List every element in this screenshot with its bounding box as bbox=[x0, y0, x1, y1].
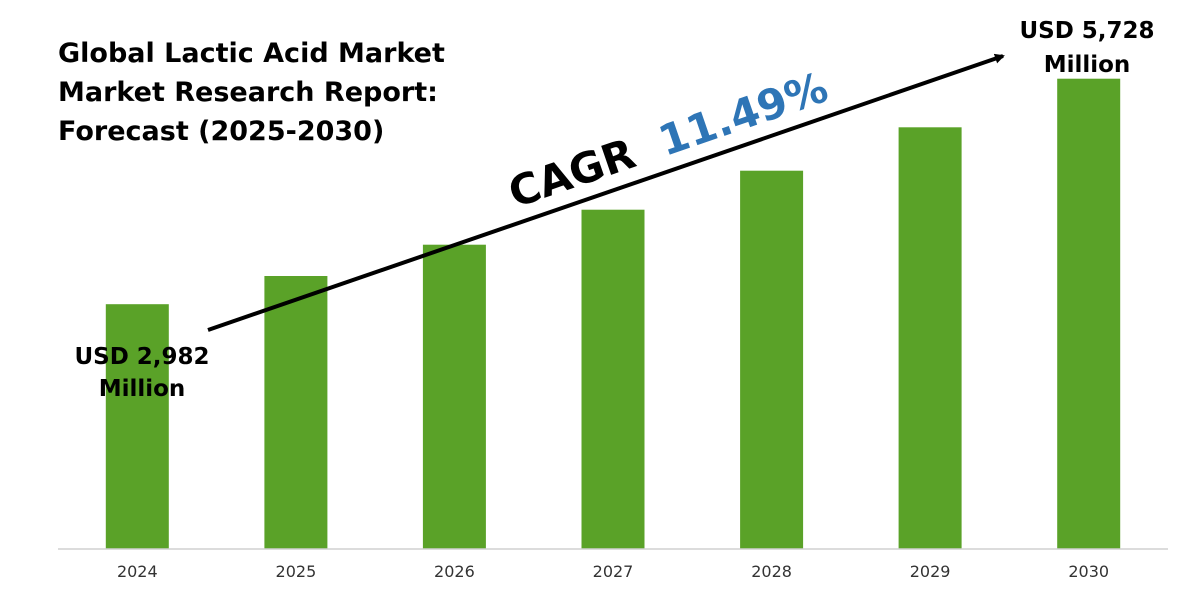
cagr-value: 11.49% bbox=[652, 62, 833, 165]
chart-title-line-3: Forecast (2025-2030) bbox=[58, 116, 384, 147]
trend-arrow bbox=[207, 53, 1005, 332]
x-tick-2024: 2024 bbox=[117, 562, 158, 581]
bar-2024 bbox=[105, 304, 169, 549]
bar-series bbox=[105, 78, 1121, 550]
bar-2029 bbox=[898, 127, 962, 550]
chart-title-line-1: Global Lactic Acid Market bbox=[58, 38, 445, 69]
bar-2026 bbox=[422, 244, 486, 549]
x-tick-2028: 2028 bbox=[751, 562, 792, 581]
x-tick-2025: 2025 bbox=[276, 562, 317, 581]
start-value-label-line-2: Million bbox=[99, 376, 186, 402]
bar-2025 bbox=[264, 276, 328, 549]
end-value-label-line-1: USD 5,728 bbox=[1019, 18, 1154, 44]
x-tick-2027: 2027 bbox=[593, 562, 634, 581]
bar-2027 bbox=[581, 209, 645, 549]
x-axis-tick-labels: 2024 2025 2026 2027 2028 2029 2030 bbox=[117, 562, 1109, 581]
bar-2030 bbox=[1057, 78, 1121, 549]
x-tick-2030: 2030 bbox=[1068, 562, 1109, 581]
chart-title-line-2: Market Research Report: bbox=[58, 77, 438, 108]
start-value-label-line-1: USD 2,982 bbox=[74, 344, 209, 370]
end-value-label-line-2: Million bbox=[1044, 52, 1131, 78]
x-tick-2026: 2026 bbox=[434, 562, 475, 581]
x-tick-2029: 2029 bbox=[910, 562, 951, 581]
bar-2028 bbox=[740, 170, 804, 549]
